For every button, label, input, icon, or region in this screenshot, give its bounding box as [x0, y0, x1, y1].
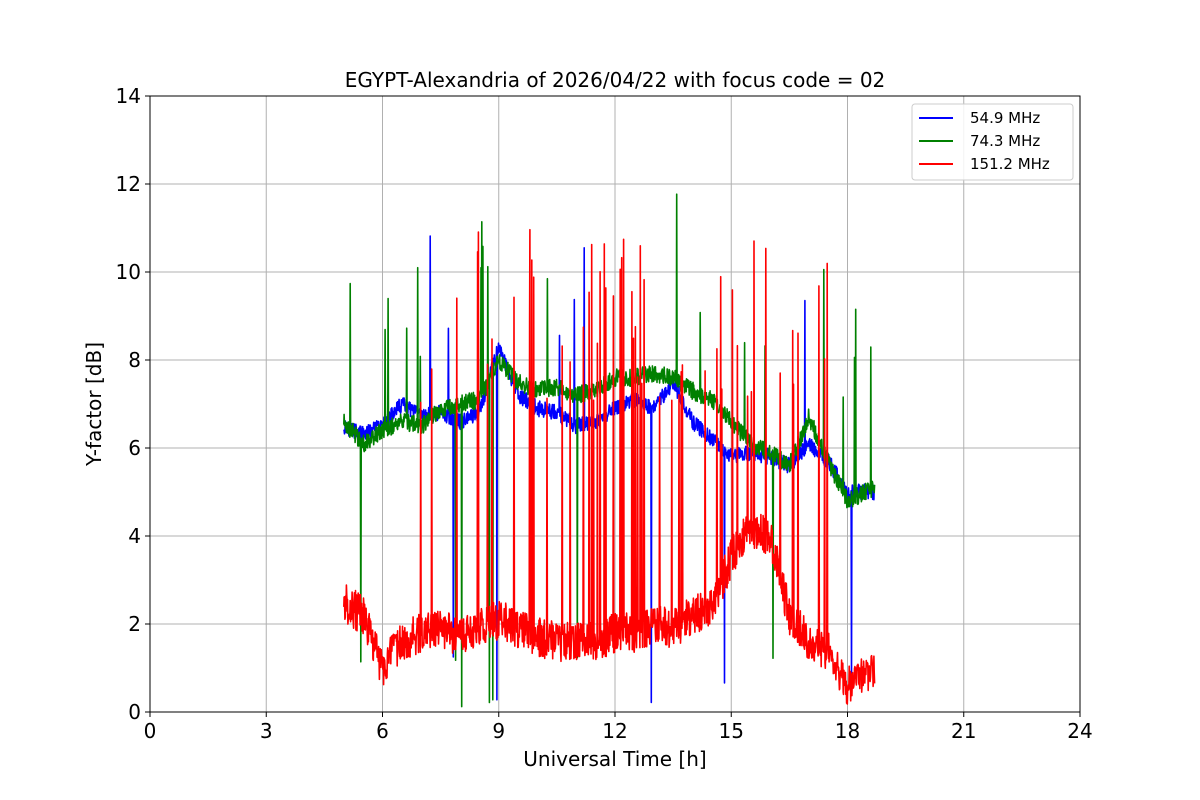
- x-tick-label: 24: [1067, 719, 1092, 743]
- legend-label: 74.3 MHz: [970, 132, 1040, 150]
- x-axis-label: Universal Time [h]: [523, 747, 706, 771]
- y-tick-label: 4: [128, 524, 141, 548]
- x-tick-label: 15: [719, 719, 744, 743]
- legend-label: 54.9 MHz: [970, 109, 1040, 127]
- y-tick-label: 12: [116, 172, 141, 196]
- y-tick-label: 10: [116, 260, 141, 284]
- series-layer: [343, 193, 876, 708]
- x-tick-label: 12: [602, 719, 627, 743]
- legend-box: [911, 103, 1074, 181]
- x-tick-label: 21: [951, 719, 976, 743]
- y-axis-label: Y-factor [dB]: [82, 342, 106, 467]
- y-tick-label: 14: [116, 84, 141, 108]
- x-tick-label: 9: [492, 719, 505, 743]
- x-tick-label: 0: [144, 719, 157, 743]
- x-tick-label: 18: [835, 719, 860, 743]
- y-tick-label: 2: [128, 612, 141, 636]
- y-tick-label: 0: [128, 700, 141, 724]
- chart-title: EGYPT-Alexandria of 2026/04/22 with focu…: [345, 68, 886, 92]
- legend-label: 151.2 MHz: [970, 155, 1050, 173]
- legend: 54.9 MHz 74.3 MHz 151.2 MHz: [911, 103, 1074, 181]
- y-tick-label: 6: [128, 436, 141, 460]
- y-tick-label: 8: [128, 348, 141, 372]
- x-tick-label: 3: [260, 719, 273, 743]
- series-line-2: [343, 228, 876, 705]
- x-tick-label: 6: [376, 719, 389, 743]
